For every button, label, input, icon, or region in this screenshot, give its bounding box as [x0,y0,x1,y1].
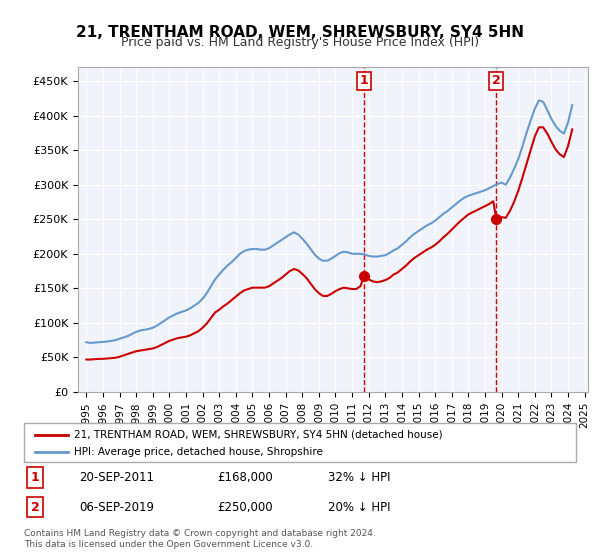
Text: £168,000: £168,000 [217,471,273,484]
Text: 32% ↓ HPI: 32% ↓ HPI [328,471,390,484]
Text: 1: 1 [359,74,368,87]
Text: 06-SEP-2019: 06-SEP-2019 [79,501,154,514]
Text: 2: 2 [492,74,500,87]
Text: 2: 2 [31,501,40,514]
Text: £250,000: £250,000 [217,501,273,514]
Text: 1: 1 [31,471,40,484]
Text: 21, TRENTHAM ROAD, WEM, SHREWSBURY, SY4 5HN: 21, TRENTHAM ROAD, WEM, SHREWSBURY, SY4 … [76,25,524,40]
Text: HPI: Average price, detached house, Shropshire: HPI: Average price, detached house, Shro… [74,447,323,457]
Text: Contains HM Land Registry data © Crown copyright and database right 2024.
This d: Contains HM Land Registry data © Crown c… [24,529,376,549]
Text: Price paid vs. HM Land Registry's House Price Index (HPI): Price paid vs. HM Land Registry's House … [121,36,479,49]
Text: 20% ↓ HPI: 20% ↓ HPI [328,501,390,514]
FancyBboxPatch shape [24,423,576,462]
Text: 21, TRENTHAM ROAD, WEM, SHREWSBURY, SY4 5HN (detached house): 21, TRENTHAM ROAD, WEM, SHREWSBURY, SY4 … [74,430,442,440]
Text: 20-SEP-2011: 20-SEP-2011 [79,471,154,484]
